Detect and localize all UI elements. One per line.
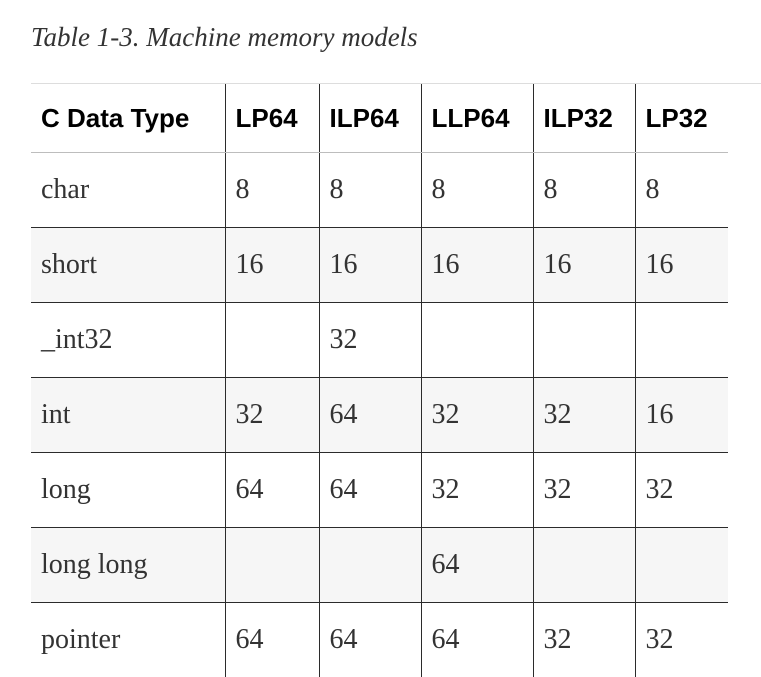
table-header-row: C Data Type LP64 ILP64 LLP64 ILP32 LP32: [31, 84, 728, 153]
data-type-cell: _int32: [31, 303, 225, 378]
table-cell: [533, 528, 635, 603]
table-cell: 32: [533, 453, 635, 528]
table-cell: 64: [319, 603, 421, 677]
table-cell: [635, 303, 728, 378]
column-header-ilp32: ILP32: [533, 84, 635, 153]
column-header-lp32: LP32: [635, 84, 728, 153]
data-type-cell: short: [31, 228, 225, 303]
table-cell: 64: [225, 603, 319, 677]
table-cell: 16: [225, 228, 319, 303]
data-type-cell: long long: [31, 528, 225, 603]
table-cell: 16: [533, 228, 635, 303]
table-row: _int32 32: [31, 303, 728, 378]
table-cell: 8: [533, 153, 635, 228]
table-row: int 32 64 32 32 16: [31, 378, 728, 453]
table-cell: [421, 303, 533, 378]
table-cell: 32: [319, 303, 421, 378]
table-row: long 64 64 32 32 32: [31, 453, 728, 528]
table-cell: 16: [635, 228, 728, 303]
table-cell: 16: [635, 378, 728, 453]
data-type-cell: char: [31, 153, 225, 228]
table-row: long long 64: [31, 528, 728, 603]
column-header-ilp64: ILP64: [319, 84, 421, 153]
table-cell: 64: [225, 453, 319, 528]
table-cell: 16: [319, 228, 421, 303]
column-header-llp64: LLP64: [421, 84, 533, 153]
table-cell: 32: [533, 378, 635, 453]
table-row: short 16 16 16 16 16: [31, 228, 728, 303]
table-cell: 8: [319, 153, 421, 228]
table-cell: 32: [421, 453, 533, 528]
table-row: pointer 64 64 64 32 32: [31, 603, 728, 677]
table-cell: 8: [225, 153, 319, 228]
table-cell: 32: [533, 603, 635, 677]
table-cell: 64: [421, 528, 533, 603]
column-header-c-data-type: C Data Type: [31, 84, 225, 153]
table-cell: 32: [635, 603, 728, 677]
table-cell: [319, 528, 421, 603]
table-cell: 64: [319, 453, 421, 528]
table-cell: [225, 303, 319, 378]
data-type-cell: pointer: [31, 603, 225, 677]
table-cell: 32: [421, 378, 533, 453]
table-cell: 8: [421, 153, 533, 228]
table-cell: [225, 528, 319, 603]
column-header-lp64: LP64: [225, 84, 319, 153]
table-cell: [533, 303, 635, 378]
table-caption: Table 1-3. Machine memory models: [31, 22, 418, 53]
data-type-cell: long: [31, 453, 225, 528]
table-cell: 32: [635, 453, 728, 528]
table-cell: 16: [421, 228, 533, 303]
data-type-cell: int: [31, 378, 225, 453]
table-cell: 8: [635, 153, 728, 228]
memory-models-table: C Data Type LP64 ILP64 LLP64 ILP32 LP32 …: [31, 84, 728, 677]
table-cell: 64: [319, 378, 421, 453]
table-cell: [635, 528, 728, 603]
table-row: char 8 8 8 8 8: [31, 153, 728, 228]
table-cell: 64: [421, 603, 533, 677]
table-cell: 32: [225, 378, 319, 453]
